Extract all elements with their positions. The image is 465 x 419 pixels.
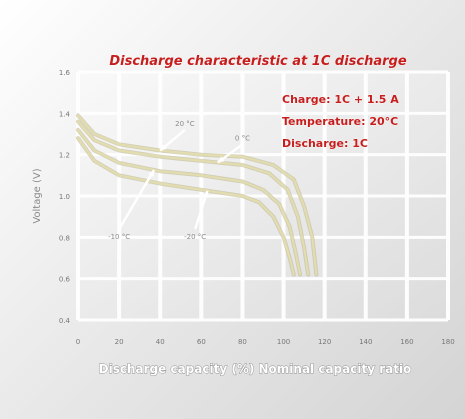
info-charge: Charge: 1C + 1.5 A [282,93,399,106]
x-tick-label: 160 [400,338,413,346]
x-tick-label: 100 [277,338,290,346]
y-tick-label: 0.4 [59,317,71,325]
annotation-label: -20 °C [184,233,206,241]
series [76,113,319,277]
series-line [76,120,310,276]
x-tick-label: 60 [197,338,206,346]
info-discharge: Discharge: 1C [282,137,368,150]
annotation-arrowhead [160,144,168,151]
y-axis-label: Voltage (V) [32,168,43,223]
y-tick-label: 1.0 [59,193,70,201]
annotations: 20 °C 0 °C -10 °C -20 °C [108,120,250,241]
x-tick-label: 180 [441,338,454,346]
y-tick-label: 0.6 [59,276,71,284]
annotation-arrow [194,190,209,230]
annotation-arrowhead [148,169,155,177]
y-tick-label: 1.6 [59,69,71,77]
y-tick-label: 1.2 [59,152,70,160]
chart-title: Discharge characteristic at 1C discharge [109,54,407,69]
series-line [76,128,302,276]
info-temperature: Temperature: 20°C [282,115,398,128]
x-tick-label: 20 [115,338,124,346]
series-line [76,114,318,276]
x-tick-label: 120 [318,338,331,346]
grid [76,70,450,322]
annotation-label: 20 °C [175,120,195,128]
annotation-arrow [118,169,156,230]
annotation-arrowhead [217,156,225,163]
y-tick-label: 1.4 [59,110,71,118]
y-ticks: 0.4 0.6 0.8 1.0 1.2 1.4 1.6 [59,69,71,325]
annotation-label: 0 °C [235,134,250,142]
x-tick-label: 140 [359,338,372,346]
annotation-label: -10 °C [108,233,130,241]
x-tick-label: 40 [156,338,165,346]
x-axis-label: Discharge capacity (%) Nominal capacity … [99,362,412,376]
x-tick-label: 0 [76,338,80,346]
annotation-arrowhead [202,190,209,198]
y-tick-label: 0.8 [59,234,70,242]
series-line [76,137,295,276]
x-ticks: 0 20 40 60 80 100 120 140 160 180 [76,338,455,346]
x-tick-label: 80 [238,338,247,346]
